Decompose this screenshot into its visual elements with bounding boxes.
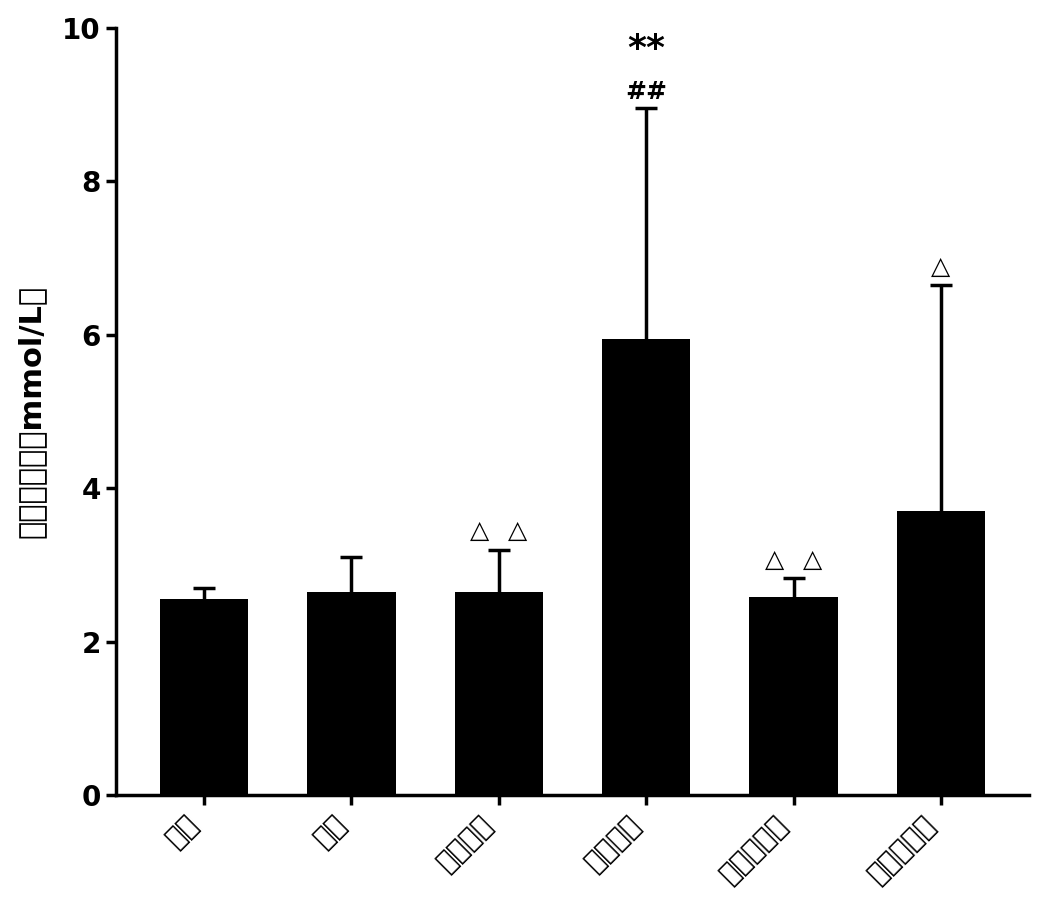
Bar <box>160 599 248 795</box>
Text: △: △ <box>765 548 784 572</box>
Text: **: ** <box>628 32 665 66</box>
Text: △: △ <box>508 519 527 543</box>
Y-axis label: 血清尿素氮（mmol/L）: 血清尿素氮（mmol/L） <box>17 285 46 538</box>
Bar <box>601 338 690 795</box>
Text: △: △ <box>470 519 490 543</box>
Bar <box>455 592 543 795</box>
Text: △: △ <box>803 548 822 572</box>
Bar <box>896 511 985 795</box>
Bar <box>308 592 395 795</box>
Bar <box>749 597 838 795</box>
Text: △: △ <box>931 254 951 279</box>
Text: ##: ## <box>626 81 667 104</box>
